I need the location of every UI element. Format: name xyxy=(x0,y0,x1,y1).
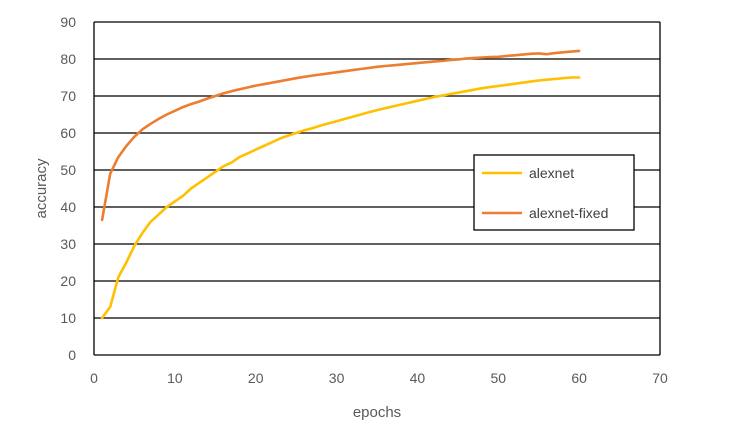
x-tick-label: 10 xyxy=(167,370,183,386)
series-line-alexnet xyxy=(100,76,581,320)
y-tick-label: 90 xyxy=(60,14,76,30)
y-tick-labels: 0 10 20 30 40 50 60 70 80 90 xyxy=(60,14,76,363)
y-tick-label: 40 xyxy=(60,199,76,215)
y-tick-label: 30 xyxy=(60,236,76,252)
legend-box xyxy=(473,154,635,231)
x-tick-label: 40 xyxy=(410,370,426,386)
y-tick-label: 50 xyxy=(60,162,76,178)
y-tick-label: 10 xyxy=(60,310,76,326)
x-tick-label: 60 xyxy=(571,370,587,386)
series-line-alexnet-fixed xyxy=(100,49,581,222)
series-lines xyxy=(100,49,581,320)
x-tick-label: 50 xyxy=(490,370,506,386)
y-tick-label: 20 xyxy=(60,273,76,289)
x-tick-labels: 0 10 20 30 40 50 60 70 xyxy=(90,370,668,386)
x-tick-label: 30 xyxy=(329,370,345,386)
legend-label: alexnet-fixed xyxy=(529,205,608,221)
x-tick-label: 70 xyxy=(652,370,668,386)
y-tick-label: 0 xyxy=(68,347,76,363)
legend-label: alexnet xyxy=(529,165,574,181)
y-tick-label: 80 xyxy=(60,51,76,67)
y-tick-label: 60 xyxy=(60,125,76,141)
x-tick-label: 0 xyxy=(90,370,98,386)
gridlines xyxy=(93,21,661,356)
y-axis-title: accuracy xyxy=(33,158,50,219)
x-tick-label: 20 xyxy=(248,370,264,386)
x-axis-title: epochs xyxy=(353,404,401,421)
y-tick-label: 70 xyxy=(60,88,76,104)
legend: alexnet alexnet-fixed xyxy=(473,154,635,231)
